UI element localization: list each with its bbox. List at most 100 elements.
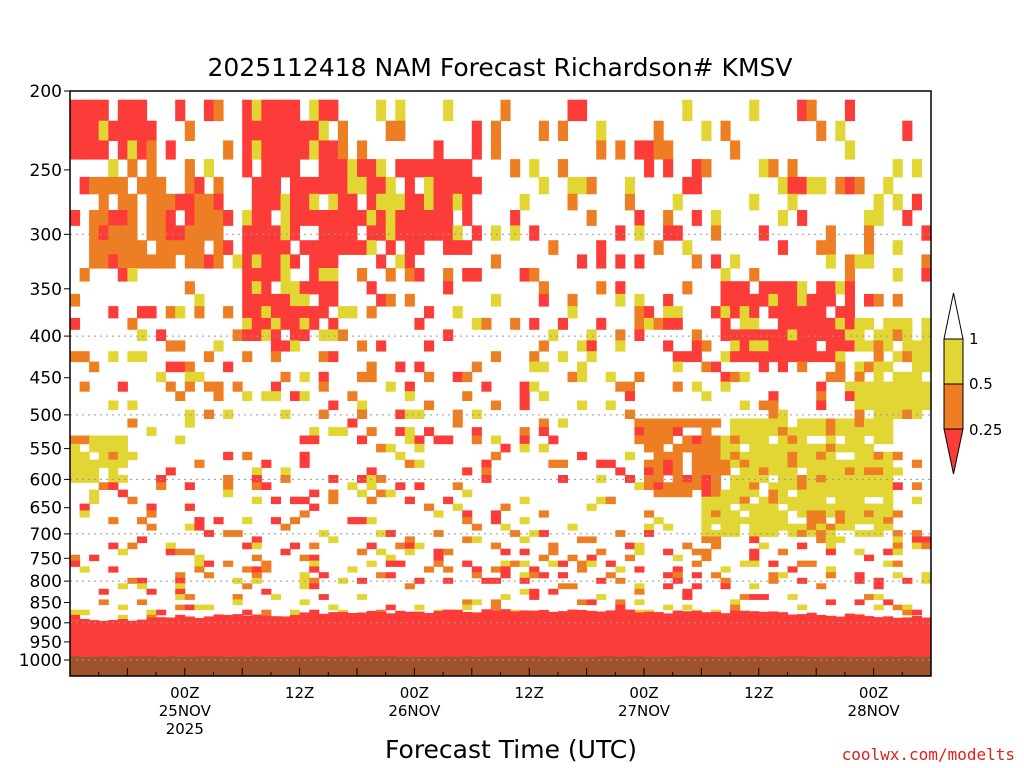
heatmap-cell xyxy=(883,391,894,401)
heatmap-cell xyxy=(835,517,846,525)
x-tick-label: 26NOV xyxy=(388,702,441,720)
heatmap-cell xyxy=(892,381,903,392)
heatmap-cell xyxy=(873,503,884,511)
heatmap-cell xyxy=(806,517,817,525)
heatmap-cell xyxy=(223,530,234,537)
heatmap-cell xyxy=(443,210,454,226)
heatmap-cell xyxy=(529,572,540,579)
heatmap-cell xyxy=(318,210,329,226)
heatmap-cell xyxy=(586,503,597,511)
heatmap-cell xyxy=(395,254,406,269)
heatmap-cell xyxy=(70,467,81,476)
heatmap-cell xyxy=(749,317,760,330)
heatmap-cell xyxy=(749,583,760,590)
heatmap-cell xyxy=(156,193,167,211)
heatmap-cell xyxy=(175,361,186,373)
heatmap-cell xyxy=(213,517,224,525)
heatmap-cell xyxy=(242,517,253,525)
heatmap-cell xyxy=(797,510,808,518)
heatmap-cell xyxy=(672,451,683,461)
heatmap-cell xyxy=(864,381,875,392)
heatmap-cell xyxy=(318,371,329,383)
heatmap-cell xyxy=(309,210,320,226)
heatmap-cell xyxy=(854,489,865,498)
heatmap-cell xyxy=(768,496,779,505)
heatmap-cell xyxy=(261,281,272,295)
heatmap-cell xyxy=(108,435,119,445)
heatmap-cell xyxy=(806,306,817,319)
heatmap-cell xyxy=(270,225,281,241)
heatmap-cell xyxy=(567,523,578,531)
heatmap-cell xyxy=(797,281,808,295)
heatmap-cell xyxy=(108,306,119,319)
heatmap-cell xyxy=(567,583,578,590)
heatmap-cell xyxy=(892,391,903,401)
heatmap-cell xyxy=(347,240,358,255)
heatmap-cell xyxy=(414,159,425,178)
heatmap-cell xyxy=(644,530,655,537)
heatmap-cell xyxy=(605,371,616,383)
heatmap-cell xyxy=(127,418,138,428)
heatmap-cell xyxy=(854,467,865,476)
heatmap-cell xyxy=(873,475,884,483)
heatmap-cell xyxy=(758,451,769,461)
heatmap-cell xyxy=(787,594,798,600)
heatmap-cell xyxy=(443,193,454,211)
heatmap-cell xyxy=(921,572,932,579)
heatmap-cell xyxy=(385,293,396,307)
heatmap-cell xyxy=(854,443,865,453)
heatmap-cell xyxy=(691,451,702,461)
heatmap-cell xyxy=(127,240,138,255)
heatmap-cell xyxy=(404,176,415,195)
legend-swatch-below-0.25 xyxy=(943,428,964,475)
low-layer-cell xyxy=(395,610,406,657)
heatmap-cell xyxy=(615,599,626,606)
heatmap-cell xyxy=(548,329,559,341)
heatmap-cell xyxy=(127,542,138,550)
heatmap-cell xyxy=(328,496,339,505)
heatmap-cell xyxy=(854,381,865,392)
heatmap-cell xyxy=(663,159,674,178)
heatmap-cell xyxy=(749,536,760,544)
heatmap-cell xyxy=(395,451,406,461)
heatmap-cell xyxy=(777,210,788,226)
heatmap-cell xyxy=(758,475,769,483)
heatmap-cell xyxy=(749,427,760,436)
heatmap-cell xyxy=(864,340,875,352)
heatmap-cell xyxy=(777,329,788,341)
heatmap-cell xyxy=(739,451,750,461)
heatmap-cell xyxy=(146,193,157,211)
y-tick-label: 200 xyxy=(30,82,62,102)
heatmap-cell xyxy=(711,254,722,269)
heatmap-cell xyxy=(261,193,272,211)
heatmap-cell xyxy=(519,517,530,525)
heatmap-cell xyxy=(70,317,81,330)
heatmap-cell xyxy=(337,329,348,341)
heatmap-cell xyxy=(777,489,788,498)
heatmap-cell xyxy=(156,240,167,255)
heatmap-cell xyxy=(203,572,214,579)
heatmap-cell xyxy=(768,510,779,518)
low-layer-cell xyxy=(203,616,214,657)
heatmap-cell xyxy=(203,99,214,122)
heatmap-cell xyxy=(682,281,693,295)
heatmap-cell xyxy=(500,566,511,573)
heatmap-cell xyxy=(691,435,702,445)
heatmap-cell xyxy=(644,510,655,518)
heatmap-cell xyxy=(328,293,339,307)
heatmap-cell xyxy=(720,351,731,363)
heatmap-cell xyxy=(663,225,674,241)
heatmap-cell xyxy=(797,427,808,436)
heatmap-cell xyxy=(280,523,291,531)
heatmap-cell xyxy=(615,340,626,352)
heatmap-cell xyxy=(404,435,415,445)
heatmap-cell xyxy=(787,459,798,468)
heatmap-cell xyxy=(395,560,406,567)
heatmap-cell xyxy=(749,510,760,518)
heatmap-cell xyxy=(471,572,482,579)
heatmap-cell xyxy=(854,577,865,584)
heatmap-cell xyxy=(165,361,176,373)
heatmap-cell xyxy=(519,572,530,579)
heatmap-cell xyxy=(98,176,109,195)
heatmap-cell xyxy=(309,254,320,269)
